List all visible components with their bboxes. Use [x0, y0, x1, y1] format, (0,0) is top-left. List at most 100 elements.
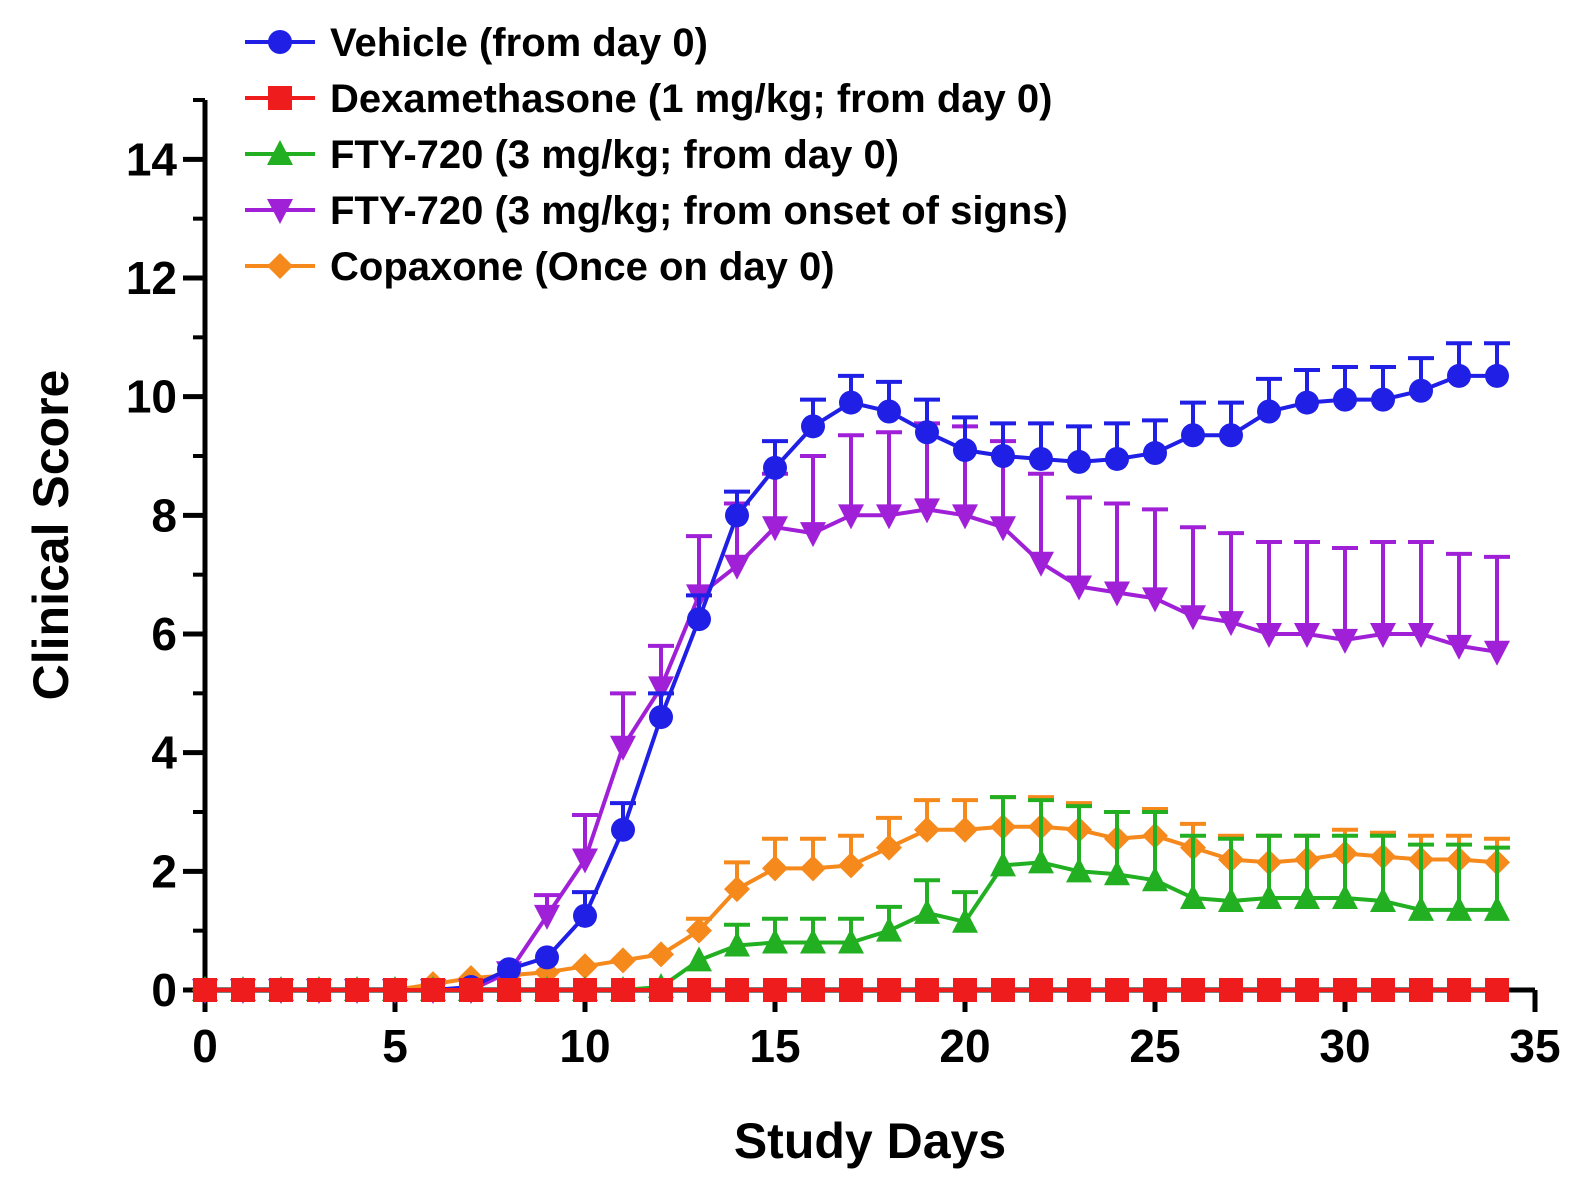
data-point-vehicle — [763, 455, 787, 480]
data-point-fty720 — [572, 848, 598, 874]
data-point-fty720 — [610, 735, 636, 761]
data-point-dexamethasone — [421, 978, 445, 1002]
legend-marker-triangle-down — [267, 199, 293, 224]
data-point-dexamethasone — [497, 978, 521, 1002]
data-point-dexamethasone — [231, 978, 255, 1002]
data-point-vehicle — [1333, 387, 1357, 412]
legend-label: Copaxone (Once on day 0) — [330, 245, 835, 289]
legend-marker-circle — [268, 30, 292, 54]
data-point-fty720 — [1446, 634, 1472, 660]
data-point-fty720 — [952, 907, 978, 933]
data-point-dexamethasone — [1295, 978, 1319, 1002]
y-tick-label: 0 — [151, 964, 177, 1016]
data-point-dexamethasone — [383, 978, 407, 1002]
x-tick-label: 15 — [749, 1020, 800, 1072]
data-point-dexamethasone — [1105, 978, 1129, 1002]
data-point-vehicle — [1143, 441, 1167, 466]
data-point-vehicle — [1067, 449, 1091, 474]
data-point-fty720 — [1066, 857, 1092, 883]
legend-item: Dexamethasone (1 mg/kg; from day 0) — [245, 77, 1052, 121]
data-point-fty720 — [724, 554, 750, 580]
data-point-vehicle — [1409, 378, 1433, 403]
data-point-dexamethasone — [839, 978, 863, 1002]
data-point-vehicle — [801, 414, 825, 439]
data-point-vehicle — [573, 903, 597, 928]
data-point-fty720 — [1218, 887, 1244, 912]
legend-item: FTY-720 (3 mg/kg; from onset of signs) — [245, 189, 1068, 233]
data-point-fty720 — [762, 928, 788, 954]
y-tick-label: 10 — [126, 371, 177, 423]
legend-item: FTY-720 (3 mg/kg; from day 0) — [245, 133, 899, 177]
data-point-fty720 — [1408, 623, 1434, 648]
y-tick-label: 12 — [126, 252, 177, 304]
data-point-dexamethasone — [1143, 978, 1167, 1002]
legend-item: Vehicle (from day 0) — [245, 21, 708, 65]
data-point-copaxone — [952, 816, 978, 843]
legend: Vehicle (from day 0) Dexamethasone (1 mg/… — [245, 21, 1068, 289]
data-point-dexamethasone — [1029, 978, 1053, 1002]
data-point-copaxone — [838, 852, 864, 879]
data-point-fty720 — [686, 946, 712, 972]
data-point-vehicle — [991, 444, 1015, 468]
data-point-vehicle — [535, 945, 559, 970]
data-point-dexamethasone — [535, 978, 559, 1002]
legend-marker-diamond — [267, 253, 293, 279]
data-point-vehicle — [1029, 446, 1053, 471]
data-point-vehicle — [611, 817, 635, 842]
data-point-copaxone — [648, 941, 674, 968]
data-point-dexamethasone — [193, 978, 217, 1002]
data-point-dexamethasone — [1485, 978, 1509, 1002]
data-point-fty720 — [1256, 623, 1282, 648]
data-point-vehicle — [915, 420, 939, 445]
data-point-fty720 — [1028, 551, 1054, 577]
data-point-dexamethasone — [953, 978, 977, 1002]
data-point-fty720 — [1294, 623, 1320, 648]
y-tick-label: 2 — [151, 845, 177, 897]
data-point-fty720 — [800, 522, 826, 548]
data-point-copaxone — [686, 917, 712, 944]
data-point-copaxone — [762, 855, 788, 882]
data-point-fty720 — [838, 504, 864, 530]
data-point-copaxone — [724, 876, 750, 903]
data-point-fty720 — [724, 931, 750, 957]
data-point-fty720 — [1180, 884, 1206, 910]
data-point-vehicle — [1219, 423, 1243, 448]
plot-area — [192, 341, 1510, 1004]
data-point-vehicle — [687, 607, 711, 632]
data-point-vehicle — [1295, 390, 1319, 415]
data-point-vehicle — [877, 399, 901, 424]
series-2 — [192, 795, 1510, 1001]
data-point-fty720 — [1484, 895, 1510, 921]
data-point-fty720 — [1446, 895, 1472, 921]
data-point-dexamethasone — [1333, 978, 1357, 1002]
data-point-fty720 — [1294, 884, 1320, 910]
data-point-copaxone — [610, 947, 636, 974]
data-point-fty720 — [914, 898, 940, 924]
data-point-vehicle — [497, 957, 521, 982]
data-point-fty720 — [838, 928, 864, 954]
data-point-fty720 — [952, 504, 978, 530]
data-point-vehicle — [1257, 399, 1281, 424]
data-point-vehicle — [839, 390, 863, 415]
data-point-vehicle — [1105, 446, 1129, 471]
data-point-fty720 — [1218, 611, 1244, 637]
x-tick-label: 25 — [1129, 1020, 1180, 1072]
data-point-vehicle — [953, 438, 977, 463]
data-point-dexamethasone — [1219, 978, 1243, 1002]
y-tick-label: 14 — [126, 133, 178, 185]
data-point-fty720 — [1484, 640, 1510, 666]
data-point-copaxone — [914, 816, 940, 843]
data-point-vehicle — [1371, 387, 1395, 412]
data-point-fty720 — [990, 851, 1016, 877]
data-point-fty720 — [1180, 605, 1206, 631]
data-point-dexamethasone — [269, 978, 293, 1002]
legend-label: FTY-720 (3 mg/kg; from onset of signs) — [330, 189, 1068, 233]
data-point-fty720 — [876, 504, 902, 530]
data-point-dexamethasone — [307, 978, 331, 1002]
data-point-fty720 — [1066, 575, 1092, 601]
data-point-dexamethasone — [1181, 978, 1205, 1002]
y-tick-label: 6 — [151, 608, 177, 660]
data-point-copaxone — [800, 855, 826, 882]
data-point-dexamethasone — [1257, 978, 1281, 1002]
